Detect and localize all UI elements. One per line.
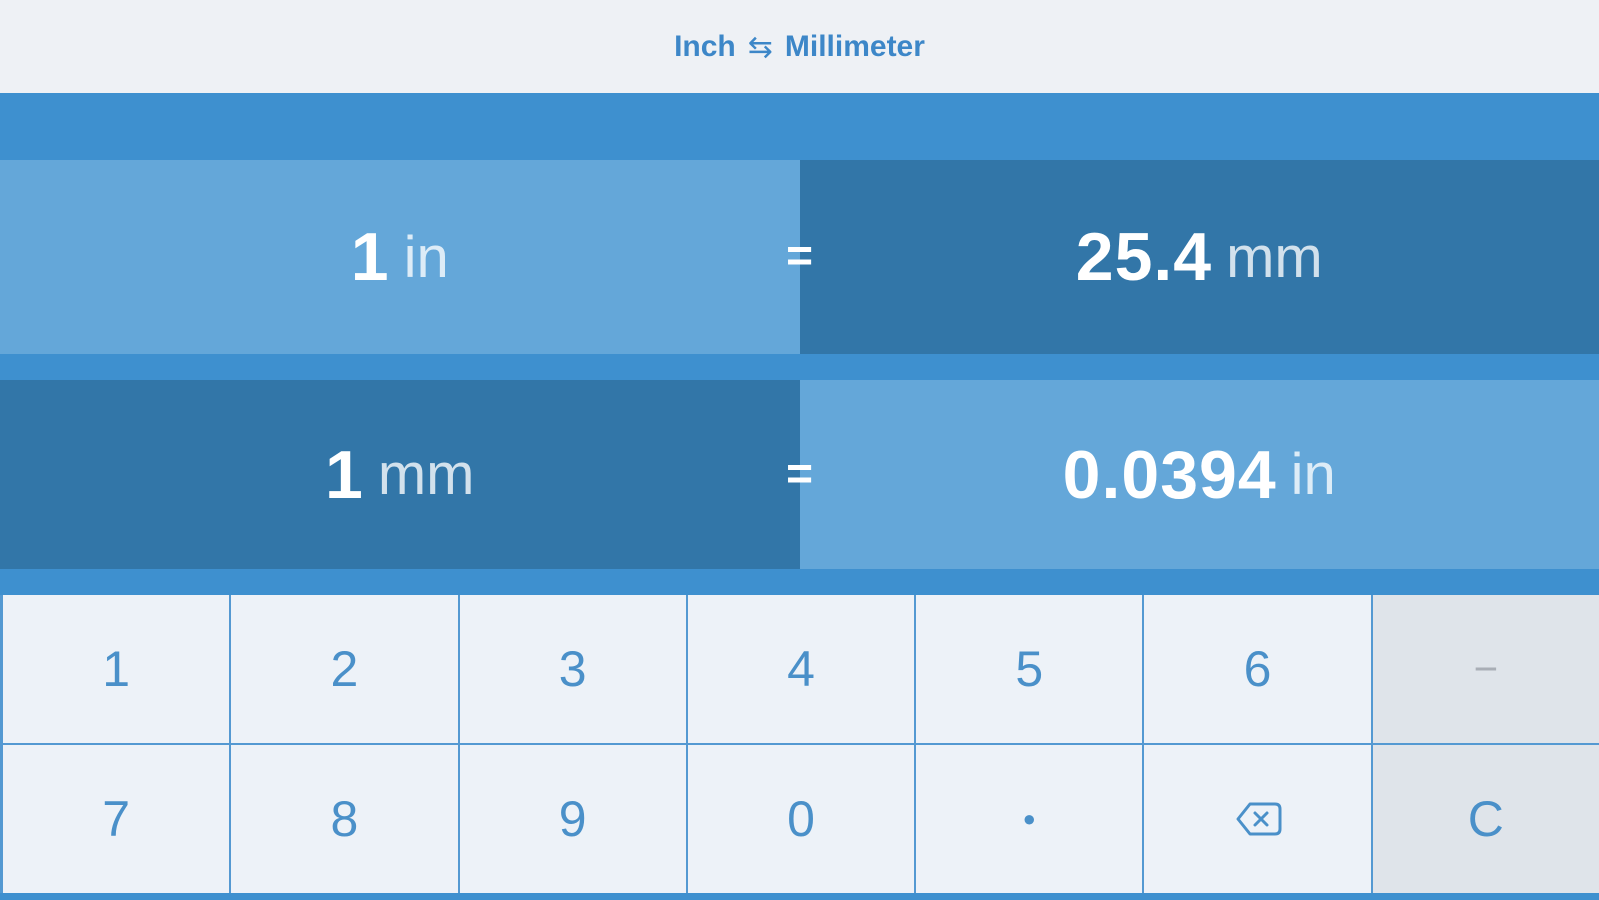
row-separator [0,569,1599,595]
to-unit: mm [1226,224,1323,290]
top-bar [0,93,1599,160]
key-clear[interactable]: C [1372,745,1599,893]
result-field-inches[interactable]: 0.0394 in [799,380,1599,569]
header: Inch ⇆ Millimeter [0,0,1599,93]
key-backspace[interactable] [1144,745,1371,893]
conversion-row-mm-to-in: 1 mm 0.0394 in = [0,380,1599,569]
key-4[interactable]: 4 [687,595,915,743]
equals-sign: = [786,228,813,281]
key-1[interactable]: 1 [3,595,230,743]
to-value: 0.0394 [1062,436,1277,513]
input-field-inches[interactable]: 1 in [0,160,800,354]
from-unit: in [403,224,449,290]
key-decimal[interactable]: ● [916,745,1143,893]
key-minus[interactable]: − [1372,595,1599,743]
row-separator [0,354,1599,380]
to-value: 25.4 [1075,219,1213,295]
key-6[interactable]: 6 [1144,595,1371,743]
unit-from-label: Inch [674,29,736,63]
equals-sign: = [786,446,813,499]
to-unit: in [1290,442,1336,507]
conversion-row-in-to-mm: 1 in 25.4 mm = [0,160,1599,354]
key-0[interactable]: 0 [687,745,915,893]
key-3[interactable]: 3 [459,595,686,743]
input-field-millimeters[interactable]: 1 mm [0,380,800,569]
from-value: 1 [350,219,390,295]
key-2[interactable]: 2 [231,595,458,743]
decimal-dot-icon: ● [1022,806,1036,831]
from-unit: mm [377,442,475,507]
converter-title[interactable]: Inch ⇆ Millimeter [674,29,925,65]
unit-to-label: Millimeter [784,29,925,63]
numeric-keypad: 1 2 3 4 5 6 − 7 8 9 0 ● C [0,595,1599,893]
key-9[interactable]: 9 [459,745,686,893]
key-7[interactable]: 7 [3,745,230,893]
key-8[interactable]: 8 [231,745,458,893]
result-field-millimeters[interactable]: 25.4 mm [799,160,1599,354]
backspace-icon [1236,802,1282,836]
swap-units-icon: ⇆ [747,31,773,64]
key-5[interactable]: 5 [916,595,1143,743]
from-value: 1 [325,436,364,513]
bottom-strip [0,893,1599,900]
